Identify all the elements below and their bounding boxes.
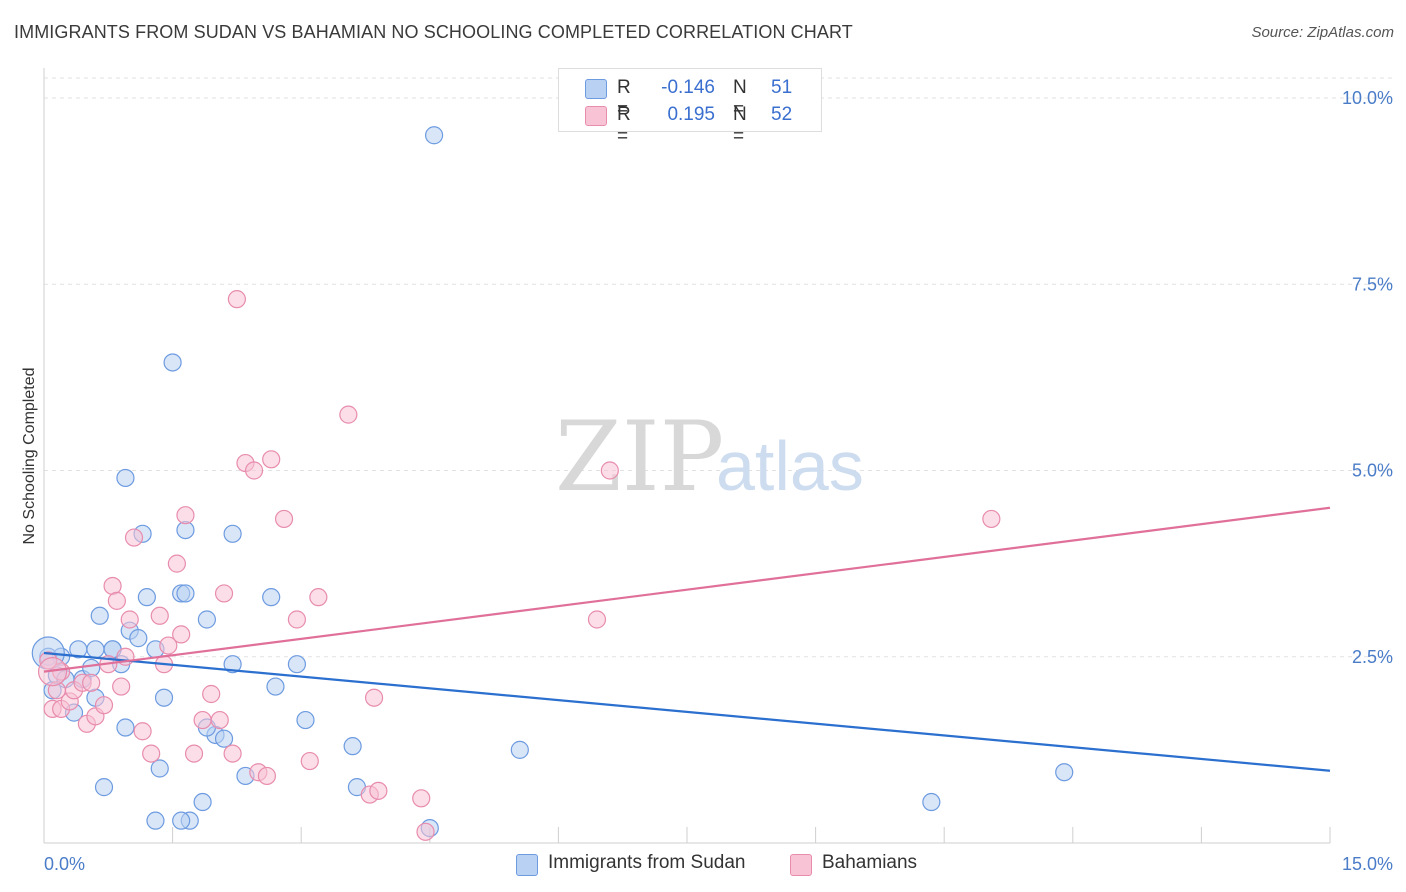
legend-swatch-bahamians (790, 854, 812, 876)
sudan-point (116, 468, 135, 488)
series-bahamians-points (37, 290, 1001, 841)
legend-label-bahamians: Bahamians (822, 852, 918, 873)
bahamians-point (600, 461, 619, 480)
watermark-atlas-text: atlas (716, 427, 864, 505)
legend-label-sudan: Immigrants from Sudan (548, 852, 746, 873)
x-tick-label: 0.0% (44, 854, 85, 874)
y-axis-title: No Schooling Completed (21, 368, 38, 545)
sudan-point (214, 729, 234, 748)
legend-swatch-sudan (585, 79, 607, 99)
sudan-point (154, 688, 174, 707)
legend-swatch-bahamians (585, 106, 607, 126)
tick-labels: 2.5% 5.0% 7.5% 10.0% 0.0% 15.0% (44, 88, 1393, 874)
sudan-point (94, 778, 114, 797)
y-tick-label: 2.5% (1352, 647, 1393, 667)
sudan-point (266, 677, 285, 696)
bahamians-point (176, 506, 195, 525)
legend-n-value: 51 (771, 77, 793, 98)
sudan-point (116, 718, 135, 737)
sudan-point (296, 710, 315, 730)
y-tick-label: 10.0% (1342, 88, 1393, 108)
sudan-point (137, 588, 156, 607)
bahamians-point (274, 509, 294, 529)
bahamians-point (150, 606, 169, 625)
sudan-point (223, 655, 242, 674)
bahamians-point (412, 789, 431, 808)
bahamians-point (262, 450, 281, 469)
bahamians-point (257, 766, 277, 786)
bahamians-point (193, 710, 212, 730)
bahamians-point (94, 696, 114, 715)
legend-n-label: N = (733, 77, 747, 120)
watermark: ZIP atlas (555, 401, 864, 513)
bahamians-point (184, 744, 204, 763)
legend-r-label: R = (617, 104, 631, 147)
y-tick-label: 7.5% (1352, 274, 1393, 294)
legend-r-value: 0.195 (667, 104, 715, 125)
sudan-point (223, 524, 242, 543)
legend-n-value: 52 (771, 104, 793, 125)
sudan-point (176, 584, 195, 603)
sudan-point (150, 759, 169, 778)
sudan-point (424, 126, 444, 145)
bahamians-trend-line (43, 506, 1331, 673)
trend-lines (43, 506, 1331, 772)
sudan-point (922, 792, 941, 812)
bahamians-point (309, 588, 328, 607)
bahamians-point (159, 636, 178, 655)
sudan-point (86, 640, 105, 659)
series-sudan-points (31, 126, 1074, 838)
sudan-point (343, 737, 362, 756)
bahamians-point (300, 751, 319, 771)
bahamians-point (172, 625, 191, 644)
y-tick-label: 5.0% (1352, 461, 1393, 481)
bahamians-point (167, 554, 186, 573)
bahamians-point (982, 509, 1001, 529)
sudan-point (129, 629, 148, 648)
legend-n-label: N = (733, 104, 747, 147)
sudan-point (262, 588, 281, 607)
bahamians-point (364, 688, 384, 707)
bahamians-point (124, 528, 144, 547)
sudan-point (163, 353, 182, 372)
legend-swatch-sudan (516, 854, 538, 876)
correlation-legend: R = -0.146 N = 51 R = 0.195 N = 52 (558, 68, 822, 147)
sudan-point (90, 606, 109, 625)
watermark-zip-text: ZIP (555, 401, 724, 513)
bahamians-point (133, 722, 152, 741)
bahamians-point (416, 822, 435, 841)
bahamians-point (107, 591, 126, 610)
sudan-trend-line (43, 651, 1331, 772)
bahamians-point (587, 610, 607, 629)
legend-r-value: -0.146 (661, 77, 715, 98)
bahamians-point (214, 584, 234, 603)
bahamians-point (142, 744, 161, 763)
sudan-point (287, 655, 307, 674)
bahamians-point (210, 710, 229, 730)
bahamians-point (82, 673, 101, 692)
bahamians-point (112, 677, 131, 696)
bahamians-point (120, 610, 139, 629)
bahamians-point (223, 744, 242, 763)
bahamians-point (339, 405, 358, 424)
bahamians-point (244, 461, 264, 480)
chart-title: IMMIGRANTS FROM SUDAN VS BAHAMIAN NO SCH… (14, 22, 853, 42)
bahamians-point (369, 781, 388, 800)
legend-r-label: R = (617, 77, 631, 120)
x-tick-label: 15.0% (1342, 854, 1393, 874)
sudan-point (193, 792, 212, 812)
sudan-point (510, 740, 529, 759)
sudan-point (1055, 763, 1074, 782)
bahamians-point (227, 290, 246, 309)
sudan-point (172, 811, 191, 830)
source-label: Source: ZipAtlas.com (1251, 24, 1394, 41)
bahamians-point (202, 684, 221, 704)
bahamians-point (103, 576, 122, 596)
sudan-point (197, 610, 216, 629)
grid-lines (44, 77, 1392, 658)
sudan-point (146, 811, 165, 830)
bahamians-point (287, 610, 307, 629)
